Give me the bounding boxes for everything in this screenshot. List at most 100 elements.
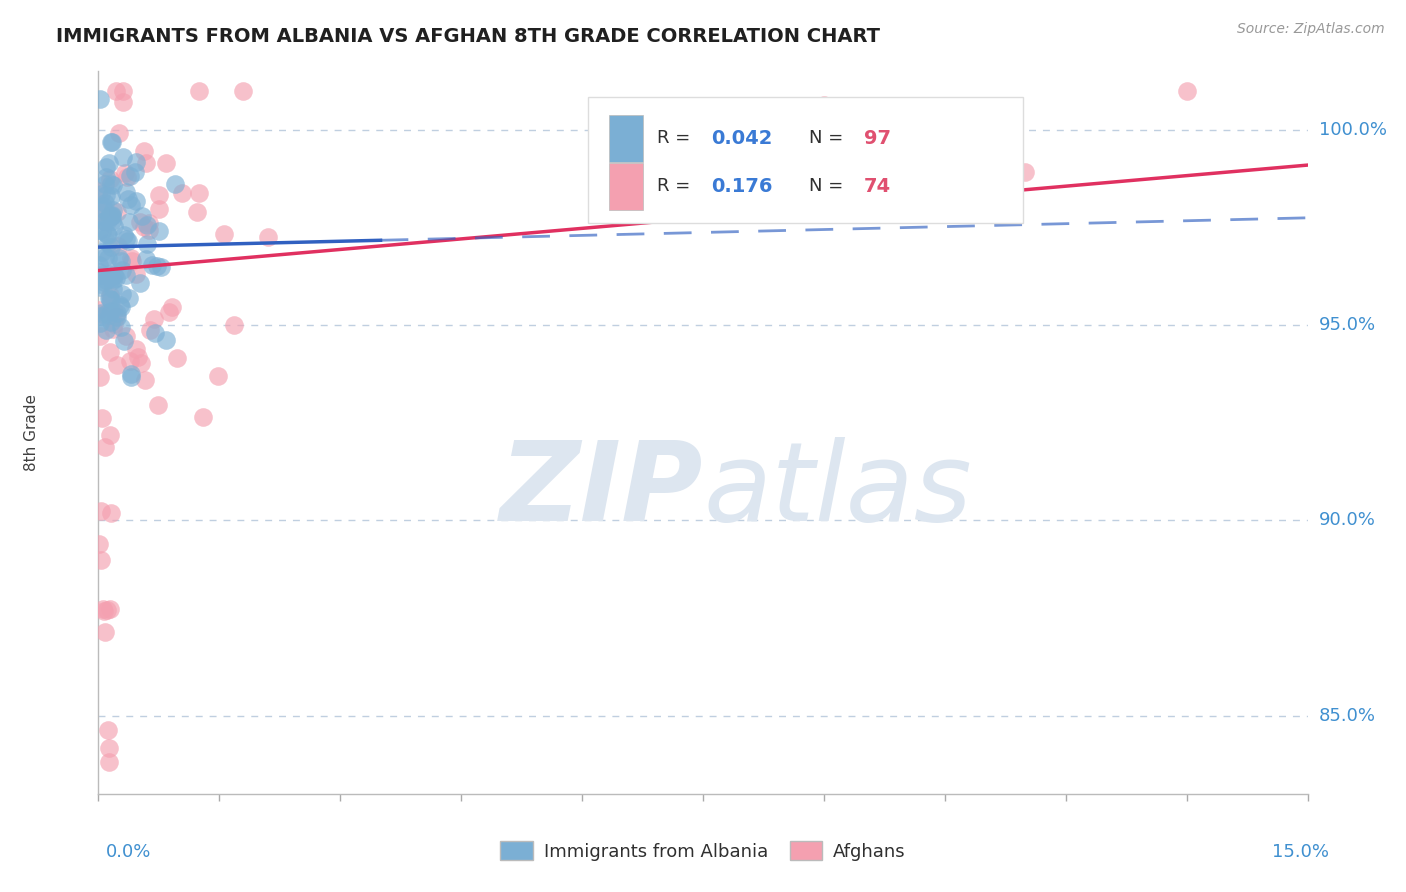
Point <box>94 214 117 228</box>
Point <box>127 350 149 364</box>
Point <box>112 95 135 109</box>
Point <box>103 282 125 296</box>
Point <box>115 268 138 283</box>
Point <box>131 209 153 223</box>
Point <box>188 186 211 201</box>
Point <box>97 252 120 266</box>
Point <box>98 601 121 615</box>
Point <box>91 245 114 260</box>
Point <box>101 208 124 222</box>
Point <box>155 333 177 347</box>
Text: 0.0%: 0.0% <box>105 843 150 861</box>
Point <box>94 177 117 191</box>
Point <box>212 227 235 241</box>
Point <box>135 252 157 266</box>
Text: 74: 74 <box>863 177 891 195</box>
Point <box>97 236 120 251</box>
Point <box>103 219 125 233</box>
Point <box>91 601 114 615</box>
Point <box>112 228 135 243</box>
Point <box>90 504 112 518</box>
Text: 8th Grade: 8th Grade <box>24 394 39 471</box>
Point <box>224 318 246 332</box>
Point <box>100 293 122 308</box>
Point <box>114 232 136 246</box>
Point <box>90 307 112 321</box>
Point <box>98 740 121 755</box>
Point <box>98 269 121 284</box>
Point <box>110 263 132 277</box>
Point <box>100 506 122 520</box>
Point <box>89 280 111 294</box>
Text: R =: R = <box>657 178 702 195</box>
Point <box>1175 84 1198 98</box>
Point <box>142 312 165 326</box>
Point <box>124 165 146 179</box>
Point <box>93 196 115 211</box>
Point <box>120 354 142 368</box>
Point <box>100 314 122 328</box>
Point <box>89 328 111 343</box>
Point <box>101 213 124 227</box>
Point <box>97 227 120 242</box>
Point <box>98 756 121 770</box>
Point <box>160 300 183 314</box>
Point <box>90 411 112 425</box>
Point <box>103 317 125 331</box>
Point <box>112 334 135 348</box>
Point <box>94 625 117 640</box>
Point <box>100 304 122 318</box>
Point <box>117 234 139 248</box>
Point <box>104 270 127 285</box>
Point <box>98 288 121 302</box>
Bar <box>609 115 643 161</box>
Point <box>121 253 143 268</box>
Point <box>96 306 118 320</box>
Point <box>94 160 117 174</box>
Point <box>103 304 125 318</box>
Point <box>103 273 125 287</box>
Point <box>94 273 117 287</box>
Point <box>97 213 120 227</box>
Point <box>134 145 156 159</box>
Point <box>107 251 129 265</box>
Point <box>129 276 152 290</box>
Text: 15.0%: 15.0% <box>1271 843 1329 861</box>
Point <box>186 205 208 219</box>
Point <box>256 229 278 244</box>
Point <box>91 202 114 216</box>
Point <box>115 169 138 184</box>
Point <box>125 268 148 282</box>
Point <box>125 342 148 356</box>
Point <box>114 329 136 343</box>
Point <box>96 188 118 202</box>
Point <box>110 300 132 314</box>
Point <box>108 298 131 312</box>
Point <box>100 136 122 150</box>
Point <box>89 537 111 551</box>
Point <box>103 178 125 192</box>
Point <box>141 258 163 272</box>
Point <box>89 92 111 106</box>
Legend: Immigrants from Albania, Afghans: Immigrants from Albania, Afghans <box>494 834 912 868</box>
Point <box>134 373 156 387</box>
Point <box>98 156 121 170</box>
Text: 97: 97 <box>863 129 891 148</box>
Point <box>813 98 835 112</box>
Point <box>90 186 112 201</box>
Text: 0.042: 0.042 <box>711 129 773 148</box>
Point <box>91 199 114 213</box>
Point <box>98 428 121 442</box>
Point <box>128 215 150 229</box>
Point <box>98 291 121 305</box>
Point <box>89 223 111 237</box>
Point <box>110 319 132 334</box>
Point <box>148 223 170 237</box>
Point <box>166 351 188 366</box>
Point <box>100 178 122 192</box>
Point <box>89 302 111 317</box>
Point <box>134 219 156 234</box>
Point <box>135 155 157 169</box>
Point <box>100 239 122 253</box>
Point <box>103 202 125 217</box>
